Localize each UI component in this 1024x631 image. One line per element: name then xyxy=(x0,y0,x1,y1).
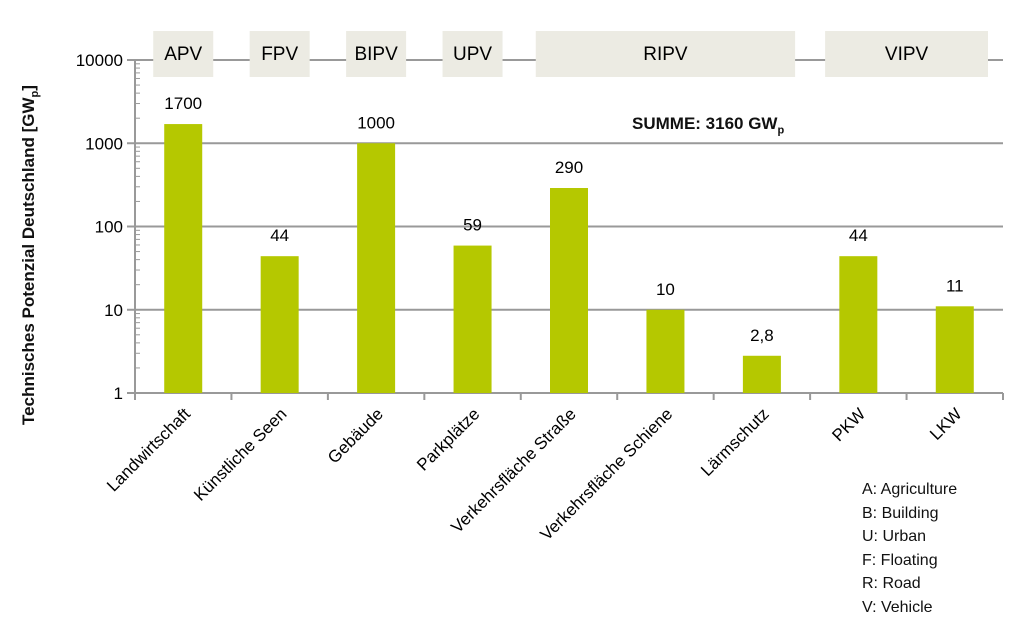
bar xyxy=(453,245,492,393)
y-tick-label: 1 xyxy=(114,384,123,403)
data-label: 44 xyxy=(270,226,289,245)
y-axis-label: Technisches Potenzial Deutschland [GWp] xyxy=(18,85,42,425)
legend-item: A: Agriculture xyxy=(862,481,958,498)
legend: A: Agriculture B: Building U: Urban F: F… xyxy=(862,478,957,619)
bar xyxy=(839,256,878,393)
legend-item: U: Urban xyxy=(862,528,927,545)
data-label: 11 xyxy=(946,276,964,295)
group-box xyxy=(249,31,310,77)
data-label: 1000 xyxy=(357,113,395,132)
data-label: 59 xyxy=(463,216,482,235)
x-tick-label: Künstliche Seen xyxy=(190,404,290,504)
group-label: RIPV xyxy=(643,44,688,65)
y-tick-label: 10 xyxy=(104,301,123,320)
group-label: FPV xyxy=(261,44,298,65)
x-tick-label: Parkplätze xyxy=(413,404,483,474)
legend-item: F: Floating xyxy=(862,551,938,569)
x-tick-label: LKW xyxy=(926,404,965,443)
group-label: BIPV xyxy=(354,44,398,65)
group-box xyxy=(535,31,796,77)
x-tick-label: PKW xyxy=(828,404,869,445)
y-tick-label: 100 xyxy=(95,218,123,237)
x-tick-label: Landwirtschaft xyxy=(103,404,194,495)
y-tick-label: 10000 xyxy=(76,51,123,70)
data-label: 1700 xyxy=(164,94,202,113)
group-box xyxy=(825,31,988,77)
data-label: 2,8 xyxy=(750,326,774,345)
group-label: VIPV xyxy=(885,44,929,65)
bar xyxy=(260,256,299,393)
x-tick-label: Lärmschutz xyxy=(697,404,773,480)
data-label: 10 xyxy=(656,280,675,299)
legend-item: R: Road xyxy=(862,575,921,592)
group-label: UPV xyxy=(453,44,492,65)
bar xyxy=(646,309,685,393)
data-label: 44 xyxy=(849,226,868,245)
group-box xyxy=(442,31,503,77)
bar xyxy=(550,188,588,393)
group-label: APV xyxy=(164,44,202,65)
legend-item: V: Vehicle xyxy=(862,598,933,616)
bar xyxy=(357,143,396,393)
bar xyxy=(164,124,203,393)
group-box xyxy=(346,31,407,77)
group-box xyxy=(153,31,214,77)
total-annotation: SUMME: 3160 GWp xyxy=(632,114,785,137)
data-label: 290 xyxy=(555,158,583,177)
x-tick-label: Gebäude xyxy=(324,404,387,467)
y-tick-label: 1000 xyxy=(85,134,123,153)
bar xyxy=(742,355,781,393)
legend-item: B: Building xyxy=(862,504,939,522)
bar xyxy=(935,306,974,393)
